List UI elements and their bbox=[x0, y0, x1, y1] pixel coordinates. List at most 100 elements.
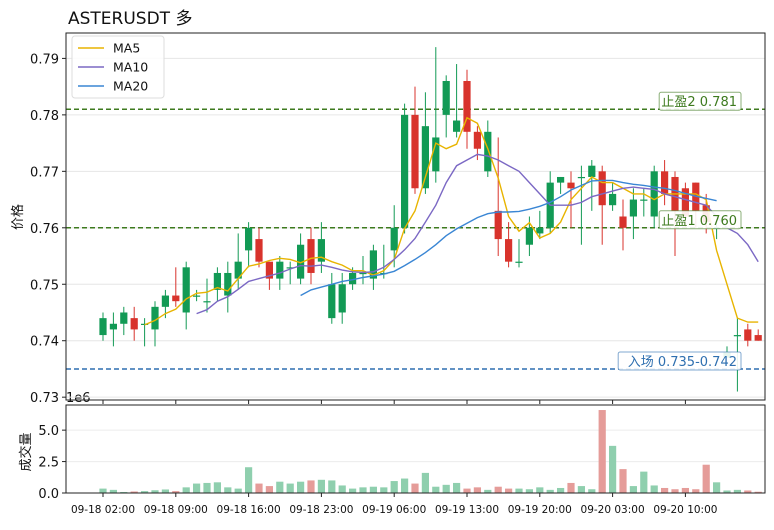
price-tick-label: 0.73 bbox=[30, 391, 59, 406]
volume-bar bbox=[567, 482, 575, 493]
volume-bar bbox=[141, 491, 149, 493]
volume-bar bbox=[619, 469, 627, 493]
target-line-label-text: 入场 0.735-0.742 bbox=[628, 355, 737, 370]
volume-bar bbox=[723, 490, 731, 493]
time-tick-label: 09-20 10:00 bbox=[653, 504, 717, 516]
volume-bar bbox=[671, 489, 679, 493]
ma-line-ma5 bbox=[144, 116, 759, 326]
candle-body bbox=[255, 239, 263, 262]
candle-body bbox=[567, 182, 575, 189]
candle-body bbox=[411, 114, 419, 189]
candle-body bbox=[577, 176, 585, 179]
volume-bar bbox=[193, 483, 201, 493]
time-tick-label: 09-18 16:00 bbox=[217, 504, 281, 516]
volume-bar bbox=[733, 489, 741, 493]
volume-bar bbox=[557, 487, 565, 493]
volume-bar bbox=[744, 490, 752, 493]
candle-body bbox=[661, 171, 669, 194]
volume-scale-label: 1e6 bbox=[66, 391, 91, 406]
candle-body bbox=[203, 301, 211, 303]
time-tick-label: 09-18 02:00 bbox=[71, 504, 135, 516]
candle-body bbox=[525, 227, 533, 245]
target-line-label-text: 止盈2 0.781 bbox=[661, 95, 737, 110]
candle-body bbox=[99, 318, 107, 336]
candle-body bbox=[317, 239, 325, 262]
price-axis-label: 价格 bbox=[10, 204, 26, 230]
volume-bar bbox=[515, 488, 523, 493]
price-tick-label: 0.78 bbox=[30, 109, 59, 124]
moving-average-lines bbox=[144, 116, 759, 326]
candle-body bbox=[536, 227, 544, 234]
candlestick-series bbox=[99, 47, 762, 392]
volume-bar bbox=[401, 478, 409, 493]
volume-bar bbox=[661, 487, 669, 493]
candle-body bbox=[338, 284, 346, 313]
candle-body bbox=[484, 131, 492, 172]
volume-axis-label: 成交量 bbox=[18, 432, 34, 471]
candle-body bbox=[193, 295, 201, 297]
price-tick-label: 0.76 bbox=[30, 222, 59, 237]
volume-bar bbox=[702, 464, 710, 493]
volume-bar bbox=[130, 491, 138, 493]
ma-line-ma10 bbox=[196, 153, 759, 315]
candle-body bbox=[245, 227, 253, 251]
candle-body bbox=[432, 137, 440, 172]
time-tick-label: 09-18 09:00 bbox=[144, 504, 208, 516]
volume-bar bbox=[390, 481, 398, 493]
volume-bar bbox=[629, 486, 637, 493]
candle-body bbox=[120, 312, 128, 324]
volume-bar bbox=[151, 490, 159, 493]
volume-bar bbox=[754, 491, 762, 493]
volume-panel-frame bbox=[65, 404, 766, 494]
candle-body bbox=[265, 261, 273, 279]
candle-body bbox=[224, 272, 232, 296]
volume-bar bbox=[484, 489, 492, 493]
time-tick-label: 09-18 23:00 bbox=[289, 504, 353, 516]
candle-body bbox=[473, 131, 481, 149]
candle-body bbox=[640, 199, 648, 201]
price-tick-label: 0.75 bbox=[30, 278, 59, 293]
candle-body bbox=[401, 114, 409, 228]
target-line-label: 止盈1 0.760 bbox=[658, 210, 742, 230]
volume-bar bbox=[692, 489, 700, 493]
volume-bar bbox=[182, 487, 190, 493]
candle-body bbox=[234, 261, 242, 279]
candle-body bbox=[557, 176, 565, 183]
volume-bar bbox=[99, 488, 107, 493]
volume-bar bbox=[681, 487, 689, 493]
volume-bar bbox=[307, 480, 315, 493]
volume-bar bbox=[463, 488, 471, 493]
volume-bar bbox=[442, 484, 450, 493]
candle-body bbox=[754, 335, 762, 341]
candle-body bbox=[213, 272, 221, 290]
candle-body bbox=[109, 323, 117, 330]
time-axis-ticks: 09-18 02:00 09-18 09:00 09-18 16:00 09-18 2… bbox=[71, 400, 717, 516]
volume-bar bbox=[317, 479, 325, 493]
volume-bar bbox=[650, 485, 658, 493]
volume-bar bbox=[297, 481, 305, 493]
volume-bar bbox=[640, 471, 648, 493]
candle-body bbox=[619, 216, 627, 228]
volume-bar bbox=[525, 489, 533, 493]
volume-bar bbox=[505, 488, 513, 493]
volume-bar bbox=[536, 487, 544, 493]
time-tick-label: 09-19 13:00 bbox=[435, 504, 499, 516]
candle-body bbox=[609, 193, 617, 206]
candle-body bbox=[453, 120, 461, 132]
target-line-labels: 止盈2 0.781 止盈1 0.760 入场 0.735-0.742 bbox=[617, 91, 742, 371]
price-y-ticks: 0.73 0.74 0.75 0.76 0.77 0.78 0.79 bbox=[30, 52, 66, 406]
price-panel-frame bbox=[65, 32, 766, 401]
candle-body bbox=[359, 272, 367, 275]
volume-bar bbox=[349, 488, 357, 493]
volume-bar bbox=[203, 482, 211, 493]
candle-body bbox=[297, 244, 305, 279]
volume-tick-label: 2.5 bbox=[38, 456, 59, 471]
volume-bar bbox=[713, 482, 721, 493]
volume-bar bbox=[411, 483, 419, 493]
candle-body bbox=[629, 199, 637, 217]
legend-label: MA5 bbox=[113, 41, 140, 56]
volume-bar bbox=[359, 487, 367, 493]
candle-body bbox=[463, 80, 471, 132]
